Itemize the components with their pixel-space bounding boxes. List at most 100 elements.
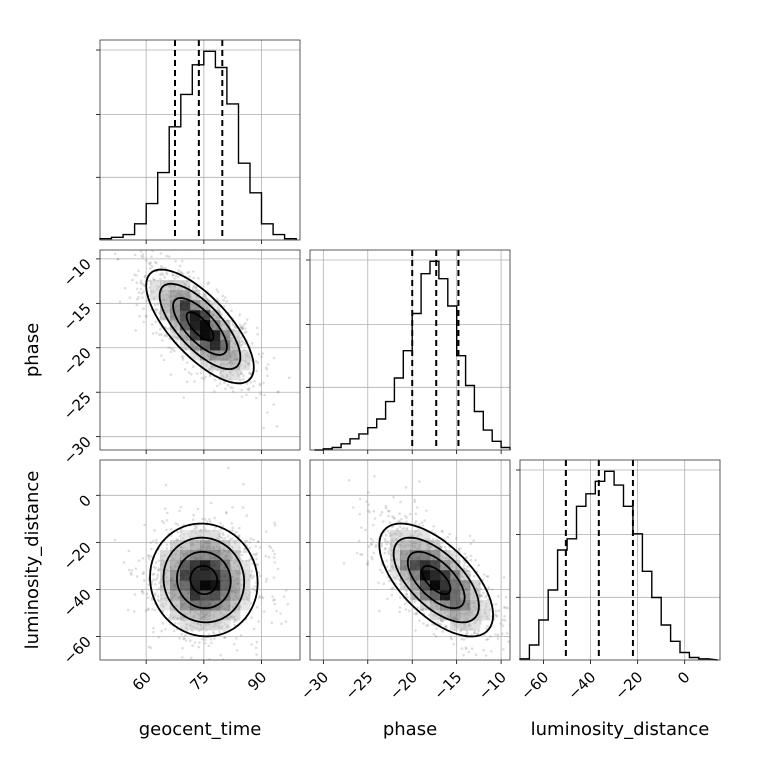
scatter-point: [459, 547, 462, 550]
scatter-point: [257, 571, 260, 575]
scatter-point: [245, 539, 249, 543]
scatter-point: [184, 633, 187, 637]
density-bin: [230, 330, 241, 341]
scatter-point: [197, 645, 201, 649]
scatter-point: [154, 566, 157, 570]
scatter-point: [406, 595, 410, 599]
scatter-point: [162, 605, 165, 608]
scatter-point: [449, 636, 453, 639]
scatter-point: [206, 662, 209, 665]
scatter-point: [134, 329, 138, 332]
scatter-point: [249, 372, 252, 376]
scatter-point: [150, 598, 154, 602]
density-bin: [190, 300, 201, 311]
scatter-point: [193, 524, 196, 528]
scatter-point: [113, 252, 117, 256]
density-bin: [180, 290, 191, 301]
scatter-point: [244, 550, 248, 554]
density-bin: [210, 560, 221, 571]
scatter-point: [373, 475, 376, 478]
density-bin: [480, 610, 491, 621]
density-bin: [460, 580, 471, 591]
scatter-point: [241, 327, 244, 330]
scatter-point: [445, 625, 448, 628]
scatter-point: [218, 630, 221, 634]
scatter-point: [150, 547, 153, 551]
density-bin: [450, 580, 461, 591]
density-bin: [170, 280, 181, 291]
scatter-point: [370, 543, 373, 546]
scatter-point: [222, 533, 225, 537]
density-bin: [390, 530, 401, 541]
scatter-point: [241, 343, 244, 347]
scatter-point: [241, 328, 244, 331]
density-bin: [170, 540, 181, 551]
scatter-point: [371, 539, 375, 543]
density-bin: [210, 320, 221, 331]
density-bin: [180, 530, 191, 541]
scatter-point: [118, 243, 121, 246]
density-bin: [190, 560, 201, 571]
scatter-point: [209, 501, 213, 505]
scatter-point: [208, 658, 211, 660]
scatter-point: [161, 266, 164, 269]
scatter-point: [167, 346, 170, 349]
scatter-point: [187, 371, 191, 374]
scatter-point: [134, 567, 138, 570]
scatter-point: [163, 276, 166, 279]
density-bin: [230, 340, 241, 351]
scatter-point: [159, 603, 163, 607]
scatter-point: [250, 616, 253, 619]
scatter-point: [391, 525, 395, 529]
density-bin: [240, 600, 251, 611]
scatter-point: [161, 622, 165, 625]
scatter-point: [485, 594, 489, 597]
scatter-point: [469, 542, 473, 546]
scatter-point: [441, 630, 445, 633]
scatter-point: [448, 532, 452, 536]
density-bin: [180, 580, 191, 591]
scatter-point: [230, 522, 234, 525]
scatter-point: [249, 537, 253, 541]
density-bin: [210, 590, 221, 601]
scatter-point: [426, 624, 430, 627]
scatter-point: [135, 287, 139, 291]
density-bin: [430, 580, 441, 591]
scatter-point: [213, 390, 216, 393]
scatter-point: [264, 554, 268, 558]
tick-label-x: 90: [244, 668, 270, 694]
hist-luminosity-distance-grid: [520, 460, 720, 660]
scatter-point: [390, 593, 394, 597]
scatter-point: [483, 573, 486, 576]
scatter-point: [130, 569, 134, 572]
scatter-point: [397, 519, 401, 523]
scatter-point: [266, 374, 269, 378]
scatter-point: [504, 595, 508, 599]
scatter-point: [383, 537, 387, 541]
scatter-point: [393, 517, 396, 520]
scatter-point: [431, 623, 434, 626]
scatter-point: [223, 381, 226, 385]
scatter-point: [452, 643, 456, 646]
density-bin: [470, 610, 481, 621]
density-bin: [190, 590, 201, 601]
scatter-point: [460, 637, 464, 641]
scatter-point: [434, 635, 438, 638]
scatter-point: [209, 520, 212, 523]
scatter-point: [231, 386, 234, 390]
scatter-point: [469, 558, 473, 562]
scatter-point: [164, 602, 168, 606]
scatter-point: [233, 540, 237, 544]
scatter-point: [243, 341, 246, 345]
scatter-point: [216, 290, 220, 294]
scatter-point: [185, 627, 188, 630]
scatter-point: [347, 479, 351, 482]
scatter-point: [180, 355, 184, 358]
scatter-point: [262, 381, 265, 385]
scatter-point: [256, 361, 260, 365]
scatter-point: [506, 606, 509, 610]
density-bin: [420, 580, 431, 591]
scatter-point: [234, 530, 238, 534]
density-bin: [410, 540, 421, 551]
scatter-point: [422, 622, 425, 625]
